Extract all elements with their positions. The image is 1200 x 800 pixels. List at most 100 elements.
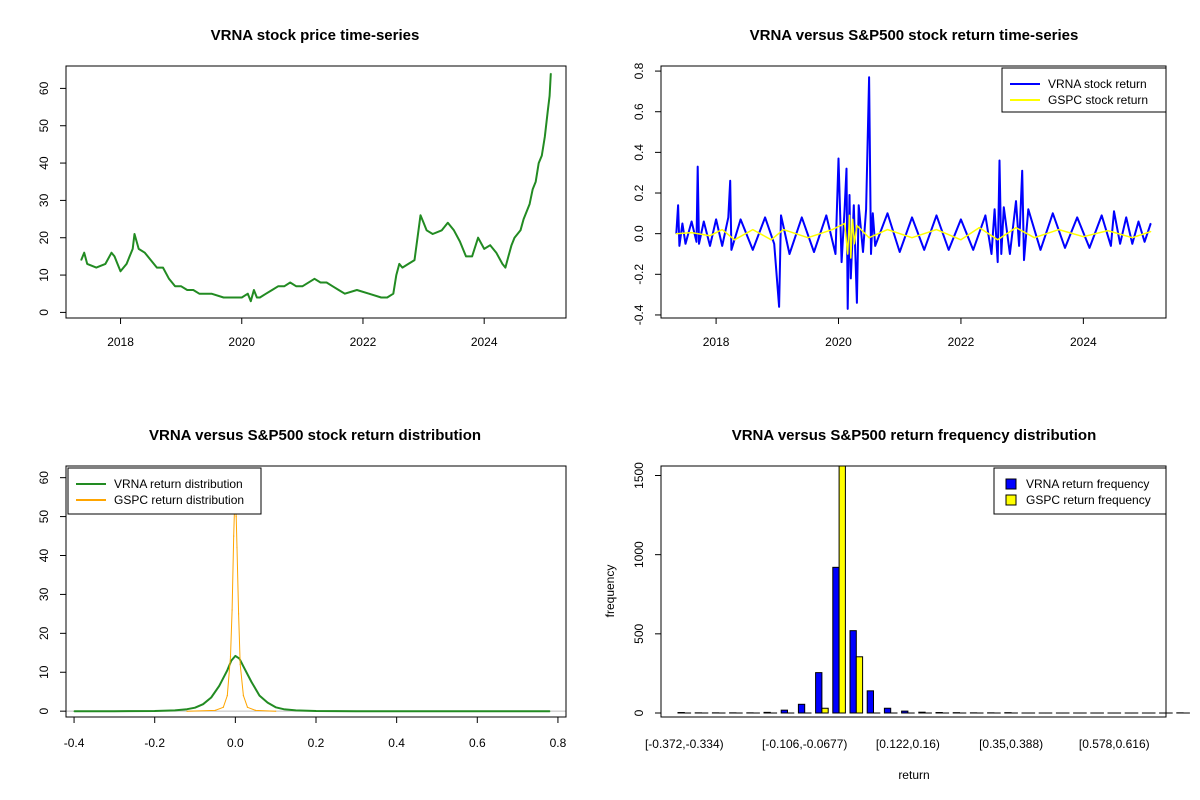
- data-point: [998, 159, 1001, 162]
- data-point: [994, 208, 996, 210]
- y-tick-label: 0.6: [632, 103, 646, 120]
- y-tick-label: 0: [632, 709, 646, 716]
- data-point: [222, 296, 225, 299]
- data-point: [422, 222, 425, 224]
- data-point: [1015, 226, 1017, 229]
- data-point: [984, 214, 987, 216]
- data-point: [80, 259, 82, 261]
- chart-title: VRNA stock price time-series: [211, 27, 420, 44]
- data-point: [1143, 241, 1146, 243]
- data-point: [235, 515, 237, 518]
- data-point: [1023, 259, 1025, 261]
- category-label: [-0.372,-0.334): [645, 737, 724, 751]
- legend-box: [67, 467, 262, 515]
- data-point: [886, 212, 889, 214]
- data-point: [695, 241, 698, 243]
- data-point: [1018, 245, 1020, 247]
- x-tick-label: 2018: [107, 335, 134, 349]
- data-point: [1082, 236, 1084, 238]
- x-tick-label: 2024: [471, 335, 498, 349]
- data-point: [935, 214, 938, 216]
- data-point: [1033, 237, 1035, 239]
- data-point: [194, 707, 196, 709]
- data-point: [778, 306, 780, 308]
- x-tick-label: 0.6: [469, 736, 486, 750]
- data-point: [788, 253, 791, 255]
- x-tick-label: 2018: [703, 335, 730, 349]
- data-point: [865, 208, 867, 210]
- data-point: [681, 222, 684, 225]
- y-tick-label: 60: [37, 81, 51, 95]
- data-point: [780, 214, 782, 216]
- data-point: [837, 157, 840, 160]
- data-point: [1021, 170, 1023, 172]
- data-point: [168, 278, 170, 280]
- data-point: [214, 709, 216, 711]
- data-point: [911, 237, 913, 239]
- data-point: [948, 249, 950, 251]
- data-point: [538, 162, 540, 164]
- data-point: [1000, 253, 1002, 255]
- y-tick-label: 0.8: [632, 62, 646, 79]
- data-point: [770, 239, 772, 241]
- y-tick-label: 0: [37, 708, 51, 715]
- y-tick-label: -0.2: [632, 264, 646, 285]
- data-point: [1131, 243, 1133, 245]
- x-tick-label: 2024: [1070, 335, 1097, 349]
- data-point: [522, 218, 525, 220]
- data-point: [258, 694, 261, 697]
- data-point: [729, 180, 731, 182]
- x-tick-label: 2022: [350, 335, 377, 349]
- data-point: [752, 228, 754, 231]
- legend-label: GSPC return distribution: [114, 493, 244, 507]
- x-tick-label: 0.0: [227, 736, 244, 750]
- data-point: [386, 296, 388, 299]
- data-point: [752, 249, 754, 251]
- data-point: [254, 709, 257, 711]
- x-tick-label: 0.4: [388, 736, 405, 750]
- data-point: [691, 220, 693, 223]
- bar: [901, 710, 909, 714]
- data-point: [256, 296, 258, 299]
- y-tick-label: 0: [37, 309, 51, 316]
- data-point: [154, 710, 156, 712]
- data-point: [477, 237, 479, 239]
- data-point: [721, 228, 723, 231]
- data-point: [355, 710, 357, 712]
- data-point: [119, 270, 122, 272]
- data-point: [831, 228, 833, 231]
- category-label: [0.122,0.16): [876, 737, 940, 751]
- data-point: [229, 656, 232, 658]
- data-point: [234, 655, 236, 657]
- data-point: [313, 278, 316, 280]
- data-point: [1150, 231, 1152, 233]
- data-point: [697, 165, 699, 168]
- data-point: [1088, 247, 1091, 249]
- bar-series-0: [677, 566, 1184, 714]
- data-point: [283, 285, 285, 287]
- series-1: [675, 214, 1152, 259]
- data-point: [174, 709, 176, 711]
- data-point: [73, 710, 75, 712]
- data-point: [703, 220, 705, 223]
- data-point: [113, 710, 115, 712]
- data-point: [535, 181, 537, 183]
- data-point: [95, 267, 97, 269]
- bar: [918, 711, 926, 714]
- y-tick-label: 1500: [632, 462, 646, 489]
- y-tick-label: 10: [37, 665, 51, 679]
- y-tick-label: 30: [37, 587, 51, 601]
- data-point: [133, 233, 136, 235]
- data-point: [709, 235, 711, 237]
- data-point: [495, 252, 497, 254]
- data-point: [858, 204, 860, 206]
- data-point: [465, 255, 467, 257]
- data-point: [319, 281, 322, 284]
- data-point: [407, 263, 410, 265]
- data-point: [684, 243, 687, 245]
- legend-swatch: [1005, 478, 1017, 490]
- x-tick-label: 2020: [825, 335, 852, 349]
- data-point: [1027, 208, 1029, 210]
- data-point: [549, 710, 551, 712]
- data-point: [395, 274, 397, 276]
